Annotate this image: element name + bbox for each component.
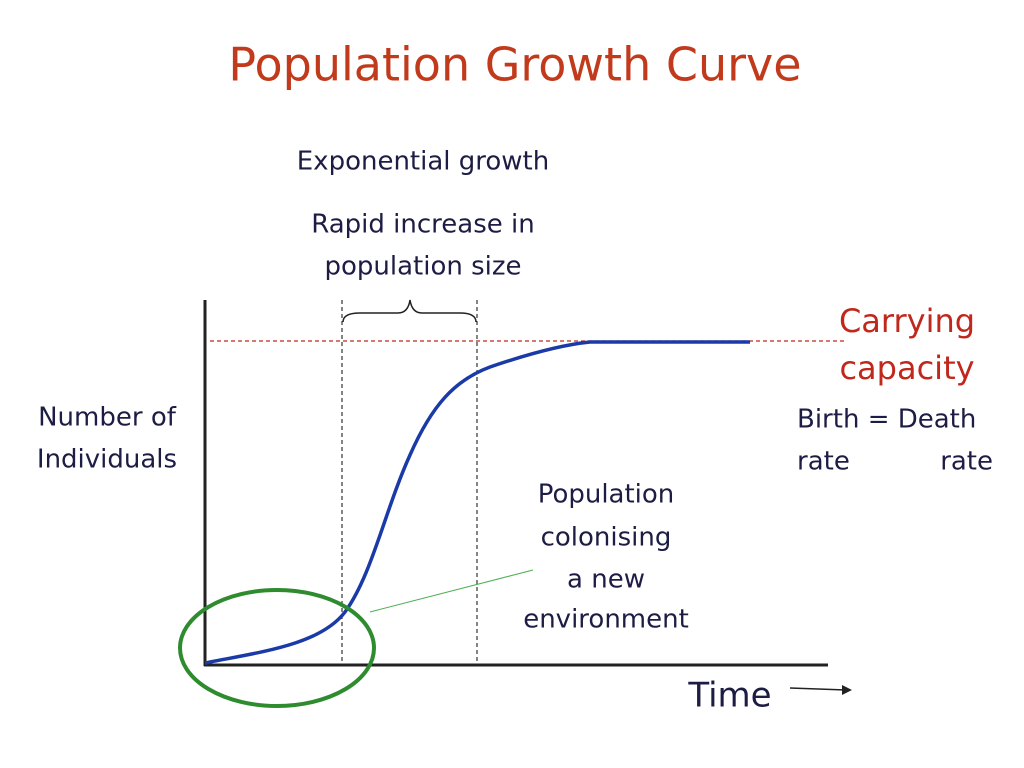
exponential-text: population size bbox=[324, 252, 521, 282]
y-axis-label: Individuals bbox=[37, 445, 177, 475]
title: Population Growth Curve bbox=[228, 38, 801, 92]
colonising-text: Population bbox=[538, 480, 675, 510]
exponential-heading: Exponential growth bbox=[297, 147, 549, 177]
arrow-head bbox=[842, 685, 852, 695]
y-axis-label: Number of bbox=[38, 403, 177, 433]
brace bbox=[342, 299, 477, 323]
colonising-text: environment bbox=[523, 605, 689, 635]
exponential-text: Rapid increase in bbox=[311, 210, 534, 240]
capacity-label: Carrying bbox=[839, 302, 975, 340]
growth-curve bbox=[204, 340, 750, 665]
highlight-ellipse bbox=[178, 588, 376, 708]
x-axis-label: Time bbox=[687, 676, 771, 716]
pointer-line bbox=[369, 569, 534, 613]
time-arrow bbox=[789, 687, 847, 691]
capacity-label: capacity bbox=[839, 349, 974, 387]
birth-death: rate bbox=[797, 447, 850, 477]
colonising-text: colonising bbox=[541, 523, 672, 553]
birth-death: rate bbox=[940, 447, 993, 477]
colonising-text: a new bbox=[567, 565, 645, 595]
birth-death: Birth = Death bbox=[797, 405, 976, 435]
